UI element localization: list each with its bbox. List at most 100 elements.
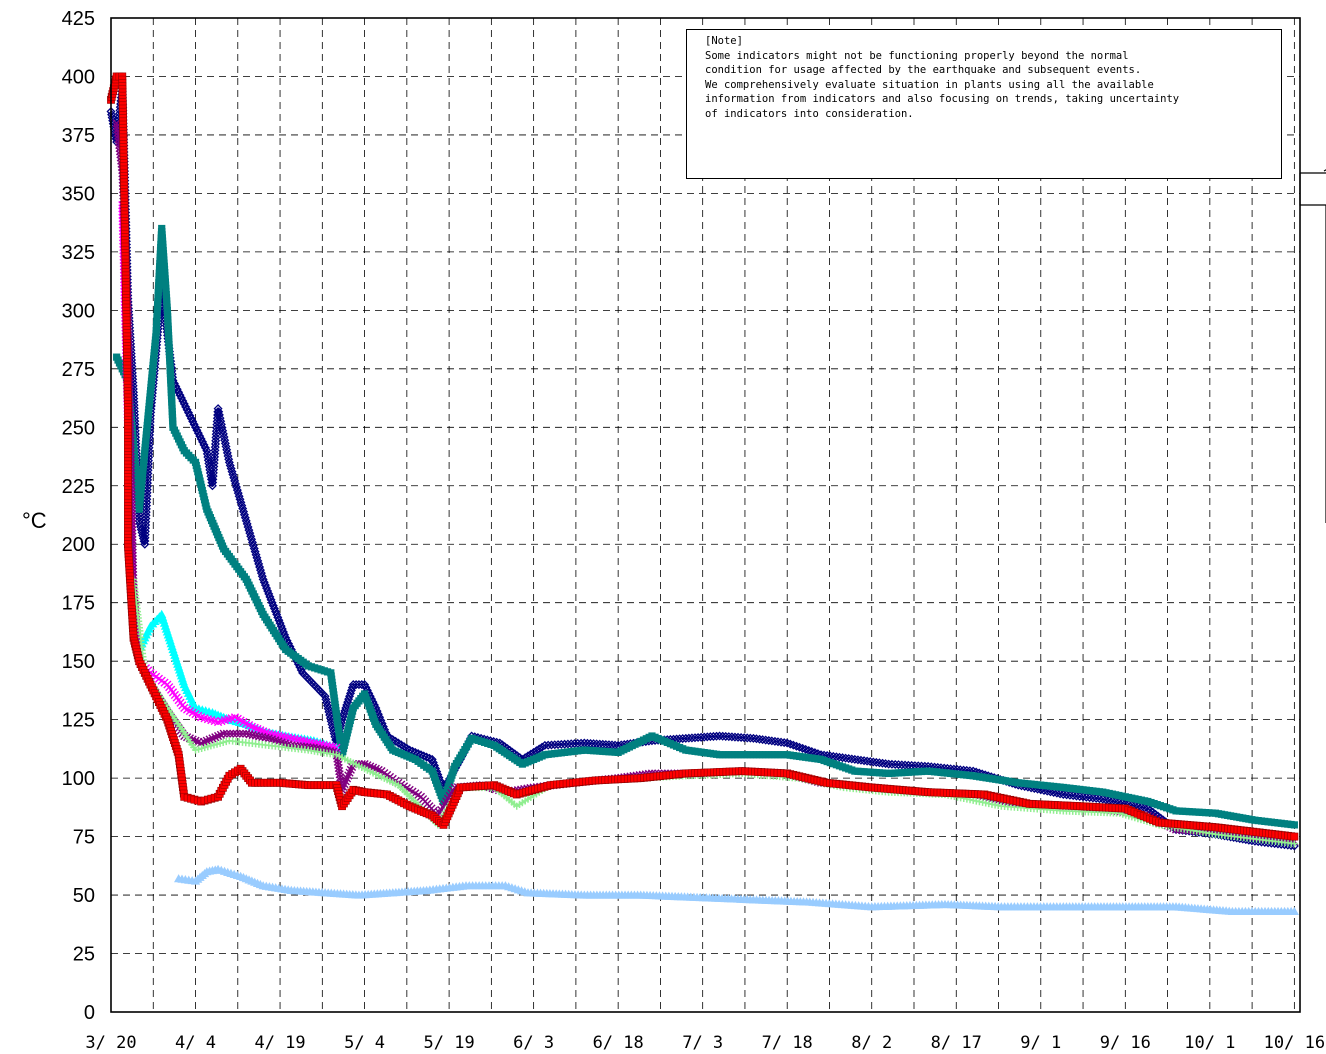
data-point	[543, 740, 553, 750]
data-point	[553, 740, 563, 750]
data-point	[1081, 792, 1091, 802]
data-point	[844, 754, 854, 764]
data-point	[871, 757, 881, 767]
data-point	[893, 760, 904, 770]
data-point	[1085, 793, 1095, 803]
data-point	[1289, 906, 1299, 916]
data-point	[881, 759, 891, 769]
y-tick-label: 150	[62, 651, 95, 673]
x-tick-label: 10/ 1	[1184, 1033, 1235, 1053]
data-point	[191, 422, 201, 432]
note-line: Some indicators might not be functioning…	[705, 49, 1129, 62]
data-point	[761, 735, 771, 745]
data-point	[853, 755, 863, 765]
y-tick-label: 350	[62, 183, 95, 205]
data-point	[850, 754, 860, 764]
data-point	[862, 756, 872, 766]
x-tick-label: 6/ 18	[593, 1033, 644, 1053]
x-tick-label: 8/ 17	[931, 1033, 982, 1053]
data-point	[693, 732, 703, 743]
data-point	[556, 739, 566, 749]
data-point	[764, 735, 774, 746]
data-point	[681, 733, 691, 743]
data-point	[770, 736, 780, 746]
x-tick-label: 5/ 4	[344, 1033, 385, 1053]
data-point	[1094, 794, 1105, 804]
data-point	[1289, 841, 1299, 851]
data-point	[708, 731, 718, 741]
data-point	[172, 384, 182, 394]
data-point	[1068, 791, 1078, 801]
x-tick-label: 9/ 16	[1100, 1033, 1151, 1053]
data-point	[192, 425, 202, 435]
x-tick-label: 5/ 19	[424, 1033, 475, 1053]
data-point	[900, 760, 910, 770]
data-point	[560, 739, 570, 749]
data-point	[188, 416, 198, 426]
data-point	[702, 732, 712, 742]
y-tick-label: 50	[73, 885, 95, 907]
data-point	[773, 737, 783, 747]
data-point	[718, 731, 728, 741]
data-point	[678, 734, 688, 744]
data-point	[1290, 832, 1299, 841]
data-point	[730, 732, 740, 742]
data-point	[232, 729, 241, 738]
y-tick-label: 125	[62, 710, 95, 732]
data-point	[186, 414, 196, 424]
y-tick-label: 300	[62, 300, 95, 322]
data-point	[1088, 793, 1098, 803]
y-axis-label: °C	[22, 508, 47, 533]
data-point	[758, 735, 768, 745]
x-tick-label: 9/ 1	[1020, 1033, 1061, 1053]
data-point	[727, 732, 737, 742]
data-point	[235, 729, 244, 738]
data-point	[767, 736, 777, 746]
data-point	[199, 440, 209, 450]
data-point	[1058, 789, 1068, 800]
data-point	[897, 760, 907, 770]
data-point	[569, 739, 580, 749]
data-point	[185, 411, 195, 421]
data-point	[1062, 790, 1072, 800]
data-point	[546, 740, 556, 750]
data-point	[196, 434, 206, 444]
note-line: We comprehensively evaluate situation in…	[705, 78, 1154, 91]
x-tick-label: 7/ 3	[682, 1033, 723, 1053]
data-point	[841, 753, 851, 763]
data-point	[696, 732, 706, 742]
data-point	[1071, 791, 1081, 801]
x-tick-label: 3/ 20	[85, 1033, 136, 1053]
data-point	[847, 754, 857, 764]
data-point	[739, 733, 749, 743]
data-point	[838, 753, 848, 763]
data-point	[222, 729, 232, 738]
y-tick-label: 0	[84, 1002, 95, 1024]
data-point	[890, 759, 900, 769]
data-point	[877, 758, 888, 768]
y-tick-label: 375	[62, 125, 95, 147]
data-point	[733, 732, 743, 742]
data-series	[107, 72, 1299, 841]
data-point	[1075, 791, 1085, 801]
data-point	[742, 733, 752, 743]
plot-frame	[110, 17, 1301, 1013]
data-point	[198, 437, 208, 447]
data-point	[868, 757, 878, 767]
data-point	[296, 665, 306, 675]
data-point	[179, 399, 189, 409]
data-point	[834, 752, 844, 762]
note-title: [Note]	[705, 35, 743, 47]
data-point	[721, 731, 731, 741]
data-point	[1065, 790, 1075, 800]
data-point	[193, 428, 203, 438]
data-point	[183, 408, 194, 418]
data-point	[699, 732, 709, 742]
y-tick-label: 25	[73, 944, 95, 966]
data-point	[755, 734, 765, 744]
data-point	[859, 756, 869, 766]
y-tick-label: 325	[62, 242, 95, 264]
y-tick-label: 425	[62, 8, 95, 30]
data-point	[181, 402, 191, 412]
y-tick-label: 175	[62, 593, 95, 615]
